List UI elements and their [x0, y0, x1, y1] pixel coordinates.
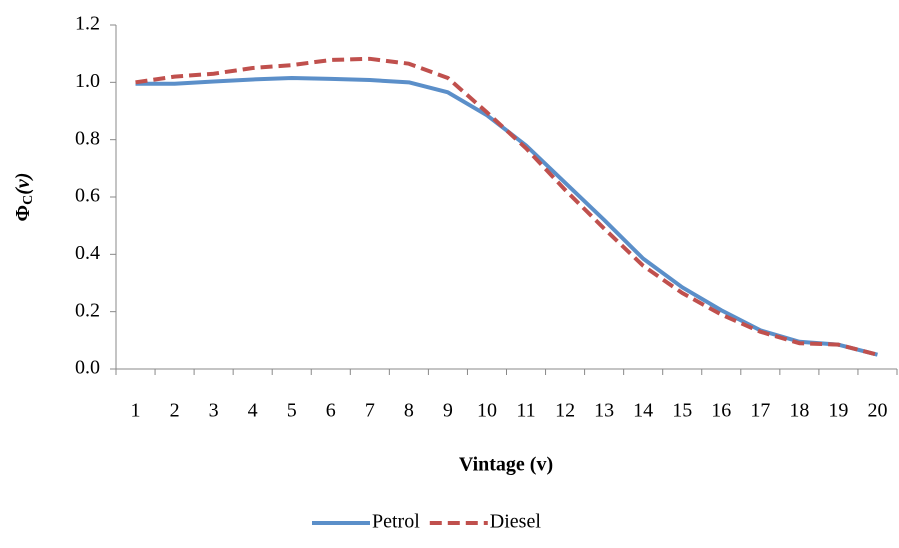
- y-tick-label: 1.2: [75, 13, 100, 35]
- x-tick-label: 15: [672, 400, 692, 422]
- y-tick-label: 0.6: [75, 185, 100, 207]
- x-tick-label: 12: [555, 400, 575, 422]
- y-label-argument: (v): [12, 173, 34, 195]
- x-tick-label: 6: [326, 400, 336, 422]
- x-tick-label: 2: [170, 400, 180, 422]
- x-tick-label: 16: [711, 400, 731, 422]
- y-tick-label: 0.4: [75, 242, 100, 264]
- legend-label: Petrol: [372, 511, 420, 533]
- y-label-subscript: C: [21, 195, 36, 205]
- y-tick-label: 0.2: [75, 299, 100, 321]
- y-tick-label: 1.0: [75, 70, 100, 92]
- x-tick-label: 9: [443, 400, 453, 422]
- x-tick-label: 17: [750, 400, 770, 422]
- x-tick-label: 1: [131, 400, 141, 422]
- x-axis-label: Vintage (v): [459, 454, 553, 476]
- y-axis-label-text: ΦC(v): [12, 173, 37, 222]
- x-tick-label: 11: [516, 400, 535, 422]
- series-line: [135, 56, 878, 357]
- x-tick-label: 3: [209, 400, 219, 422]
- y-label-symbol: Φ: [12, 205, 34, 222]
- series-line: [135, 76, 878, 357]
- x-tick-label: 20: [867, 400, 887, 422]
- y-tick-label: 0.8: [75, 127, 100, 149]
- x-tick-label: 4: [248, 400, 258, 422]
- y-tick-label: 0.0: [75, 357, 100, 379]
- x-tick-label: 5: [287, 400, 297, 422]
- x-tick-label: 10: [477, 400, 497, 422]
- x-tick-label: 13: [594, 400, 614, 422]
- x-tick-label: 19: [828, 400, 848, 422]
- x-tick-label: 8: [404, 400, 414, 422]
- legend-label: Diesel: [490, 511, 542, 533]
- x-tick-label: 7: [365, 400, 375, 422]
- y-axis-label: ΦC(v): [12, 173, 37, 222]
- x-tick-label: 14: [633, 400, 653, 422]
- x-tick-label: 18: [789, 400, 809, 422]
